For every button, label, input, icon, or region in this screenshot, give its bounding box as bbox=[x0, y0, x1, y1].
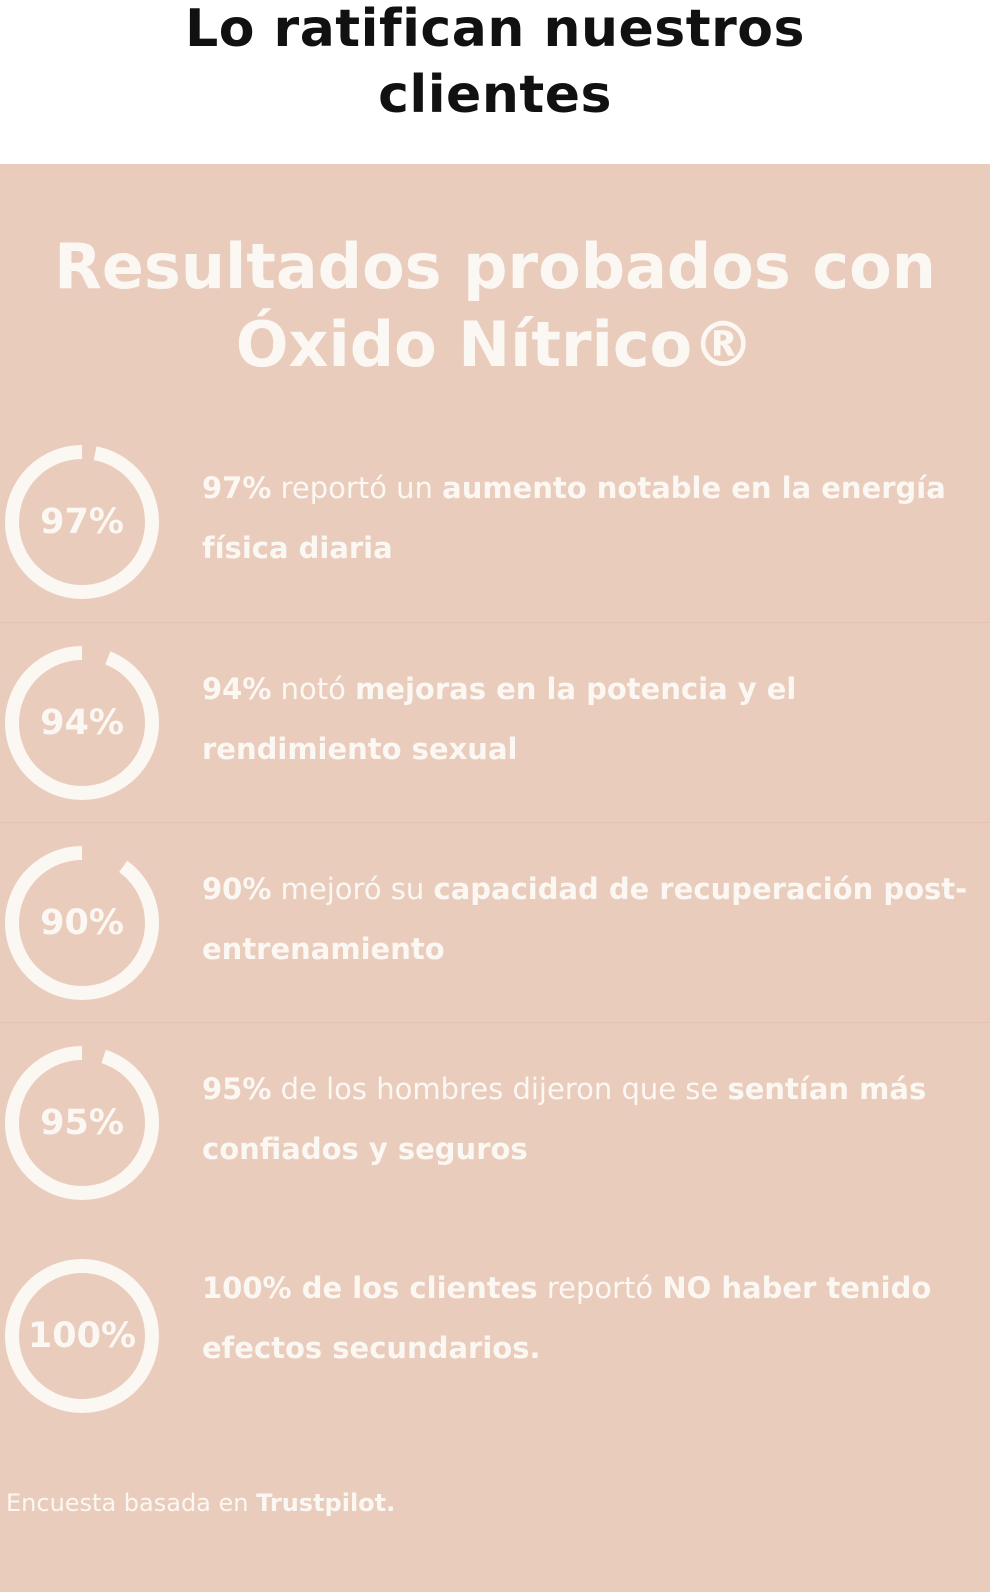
progress-ring: 97% bbox=[4, 444, 160, 600]
percentage-label: 97% bbox=[40, 502, 124, 542]
stat-text-strong: capacidad de recuperación post-entrenami… bbox=[202, 872, 968, 966]
stat-description: 100% de los clientes reportó NO haber te… bbox=[202, 1258, 972, 1378]
stat-text-strong: 90% bbox=[202, 872, 272, 906]
header-section: Lo ratifican nuestros clientes bbox=[0, 0, 990, 164]
stat-description: 97% reportó un aumento notable en la ene… bbox=[202, 458, 972, 578]
stat-text-strong: NO haber tenido efectos secundarios. bbox=[202, 1271, 932, 1365]
stat-text-regular: reportó bbox=[537, 1271, 663, 1305]
progress-ring-graphic bbox=[5, 646, 159, 800]
progress-ring: 90% bbox=[4, 845, 160, 1001]
stat-text-strong: mejoras en la potencia y el rendimiento … bbox=[202, 672, 797, 766]
stat-text-regular: notó bbox=[271, 672, 356, 706]
stat-text-strong: aumento notable en la energía física dia… bbox=[202, 471, 946, 565]
stat-text-strong: 100% de los clientes bbox=[202, 1271, 538, 1305]
panel-title: Resultados probados con Óxido Nítrico® bbox=[54, 230, 936, 381]
results-panel: Resultados probados con Óxido Nítrico® 9… bbox=[0, 164, 990, 1592]
stat-text-regular: de los hombres dijeron que se bbox=[271, 1072, 728, 1106]
stat-item: 90% 90% mejoró su capacidad de recuperac… bbox=[0, 822, 990, 1023]
stat-item: 95% 95% de los hombres dijeron que se se… bbox=[0, 1022, 990, 1223]
percentage-label: 90% bbox=[40, 903, 124, 943]
progress-ring-graphic bbox=[5, 445, 159, 599]
progress-ring: 94% bbox=[4, 645, 160, 801]
stat-description: 95% de los hombres dijeron que se sentía… bbox=[202, 1059, 972, 1179]
progress-ring-graphic bbox=[5, 846, 159, 1000]
progress-ring: 95% bbox=[4, 1045, 160, 1201]
progress-ring: 100% bbox=[4, 1258, 160, 1414]
stat-item: 97% 97% reportó un aumento notable en la… bbox=[0, 422, 990, 622]
stat-text-regular: mejoró su bbox=[271, 872, 434, 906]
percentage-label: 94% bbox=[40, 703, 124, 743]
progress-ring-graphic bbox=[5, 1046, 159, 1200]
stat-description: 94% notó mejoras en la potencia y el ren… bbox=[202, 659, 972, 779]
stat-item: 100% 100% de los clientes reportó NO hab… bbox=[0, 1236, 990, 1436]
stat-description: 90% mejoró su capacidad de recuperación … bbox=[202, 859, 972, 979]
stat-text-strong: 94% bbox=[202, 672, 272, 706]
footnote-text: Encuesta basada en bbox=[6, 1489, 257, 1517]
percentage-label: 100% bbox=[27, 1316, 137, 1356]
progress-ring-graphic bbox=[5, 1259, 159, 1413]
stat-text-strong: 97% bbox=[202, 471, 272, 505]
survey-footnote: Encuesta basada en Trustpilot. bbox=[6, 1489, 395, 1517]
footnote-source: Trustpilot. bbox=[256, 1489, 396, 1517]
percentage-label: 95% bbox=[40, 1103, 124, 1143]
section-title: Lo ratifican nuestros clientes bbox=[185, 0, 805, 125]
stat-text-strong: sentían más confiados y seguros bbox=[202, 1072, 927, 1166]
stat-text-strong: 95% bbox=[202, 1072, 272, 1106]
stat-text-regular: reportó un bbox=[271, 471, 443, 505]
stat-item: 94% 94% notó mejoras en la potencia y el… bbox=[0, 622, 990, 823]
